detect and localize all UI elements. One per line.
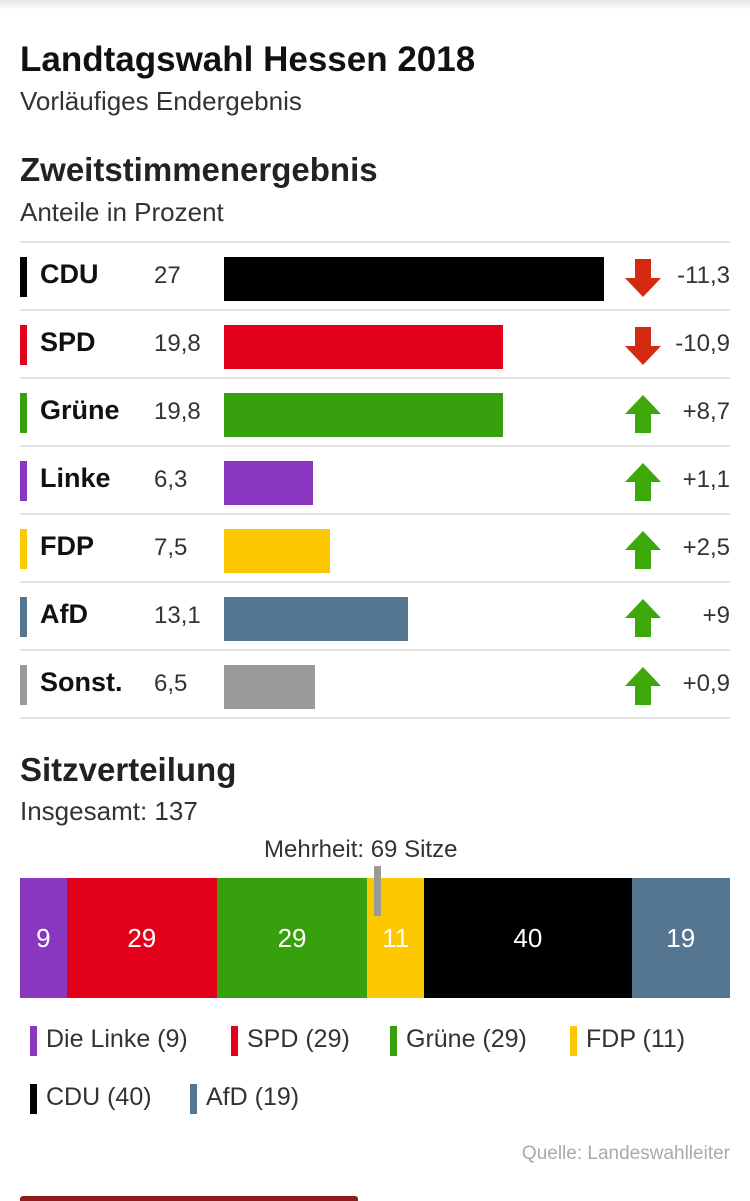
vote-change-label: +9	[702, 602, 730, 629]
vote-share-bar	[224, 257, 604, 301]
party-name: Grüne	[40, 395, 120, 425]
majority-annotation: Mehrheit: 69 Sitze	[264, 836, 458, 863]
vote-share-bar	[224, 529, 330, 573]
party-color-swatch	[20, 529, 27, 569]
legend-swatch	[30, 1026, 37, 1056]
party-color-swatch	[20, 393, 27, 433]
legend-label: SPD (29)	[247, 1025, 350, 1053]
party-row: CDU 27 -11,3	[20, 243, 730, 311]
party-color-swatch	[20, 257, 27, 297]
party-row: Sonst. 6,5 +0,9	[20, 651, 730, 719]
page-title: Landtagswahl Hessen 2018	[20, 40, 476, 79]
vote-share-label: 6,3	[154, 466, 188, 493]
party-row: Grüne 19,8 +8,7	[20, 379, 730, 447]
vote-change-label: +8,7	[682, 398, 730, 425]
seat-segment: 29	[216, 878, 368, 998]
vote-share-bar	[224, 461, 313, 505]
legend-label: AfD (19)	[206, 1083, 300, 1111]
arrow-up-icon	[625, 667, 661, 705]
vote-change-label: -10,9	[675, 330, 730, 357]
party-name: SPD	[40, 327, 96, 357]
seat-segment: 29	[66, 878, 217, 998]
party-name: CDU	[40, 259, 99, 289]
source-note: Quelle: Landeswahlleiter	[521, 1143, 730, 1164]
party-color-swatch	[20, 461, 27, 501]
legend-label: Grüne (29)	[406, 1025, 527, 1053]
vote-share-bar	[224, 393, 503, 437]
party-color-swatch	[20, 325, 27, 365]
party-row: AfD 13,1 +9	[20, 583, 730, 651]
party-name: FDP	[40, 531, 94, 561]
divider	[20, 445, 730, 447]
party-row: SPD 19,8 -10,9	[20, 311, 730, 379]
vote-share-label: 27	[154, 262, 181, 289]
arrow-up-icon	[625, 463, 661, 501]
party-name: AfD	[40, 599, 88, 629]
divider	[20, 309, 730, 311]
seat-segment: 9	[20, 878, 67, 998]
page-subtitle: Vorläufiges Endergebnis	[20, 86, 302, 116]
divider	[20, 649, 730, 651]
vote-share-label: 13,1	[154, 602, 201, 629]
seat-segment: 19	[631, 878, 730, 998]
vote-share-label: 6,5	[154, 670, 188, 697]
votes-chart-title: Zweitstimmenergebnis	[20, 151, 378, 188]
party-name: Sonst.	[40, 667, 123, 697]
vote-change-label: +2,5	[682, 534, 730, 561]
vote-share-bar	[224, 597, 409, 641]
legend-label: Die Linke (9)	[46, 1025, 188, 1053]
seat-segment: 40	[424, 878, 632, 998]
arrow-up-icon	[625, 599, 661, 637]
vote-share-label: 7,5	[154, 534, 188, 561]
top-shade	[0, 0, 750, 10]
party-row: Linke 6,3 +1,1	[20, 447, 730, 515]
party-color-swatch	[20, 597, 27, 637]
arrow-up-icon	[625, 395, 661, 433]
seats-chart-title: Sitzverteilung	[20, 751, 237, 788]
legend-label: FDP (11)	[586, 1025, 686, 1053]
party-row: FDP 7,5 +2,5	[20, 515, 730, 583]
arrow-up-icon	[625, 531, 661, 569]
legend-swatch	[570, 1026, 577, 1056]
party-color-swatch	[20, 665, 27, 705]
divider	[20, 581, 730, 583]
seat-distribution-bar: 9 29 29 11 40 19	[20, 878, 730, 998]
vote-change-label: +0,9	[682, 670, 730, 697]
divider	[20, 717, 730, 719]
vote-share-label: 19,8	[154, 330, 201, 357]
party-name: Linke	[40, 463, 111, 493]
seats-chart-subtitle: Insgesamt: 137	[20, 796, 198, 826]
legend-label: CDU (40)	[46, 1083, 152, 1111]
legend-swatch	[190, 1084, 197, 1114]
legend-swatch	[30, 1084, 37, 1114]
divider	[20, 241, 730, 243]
vote-share-bar	[224, 665, 316, 709]
bottom-button-edge[interactable]	[20, 1196, 358, 1201]
votes-chart-subtitle: Anteile in Prozent	[20, 197, 224, 227]
legend-swatch	[390, 1026, 397, 1056]
majority-marker	[374, 866, 381, 916]
vote-share-bar	[224, 325, 503, 369]
vote-change-label: +1,1	[682, 466, 730, 493]
vote-share-label: 19,8	[154, 398, 201, 425]
arrow-down-icon	[625, 327, 661, 365]
divider	[20, 513, 730, 515]
legend-swatch	[231, 1026, 238, 1056]
arrow-down-icon	[625, 259, 661, 297]
vote-change-label: -11,3	[677, 262, 730, 289]
divider	[20, 377, 730, 379]
